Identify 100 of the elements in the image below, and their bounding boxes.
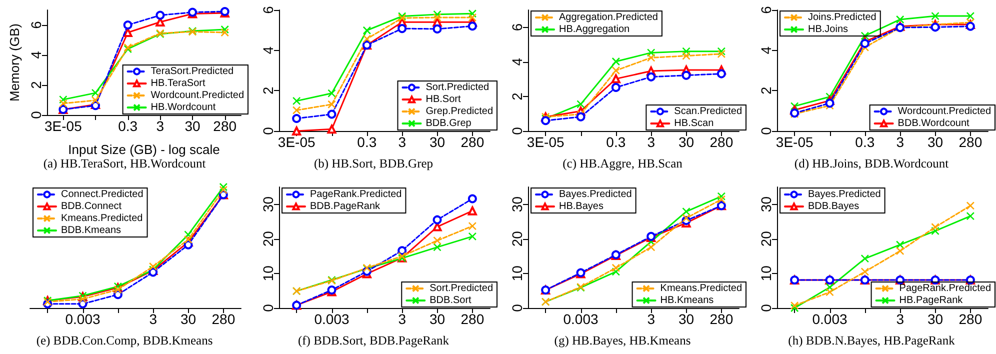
- legend-label: Scan.Predicted: [674, 106, 742, 117]
- x-tick-label: 280: [460, 134, 484, 150]
- legend-label: BDB.PageRank: [310, 201, 382, 212]
- x-tick-label: 30: [927, 311, 944, 327]
- y-axis-title: Memory (GB): [7, 24, 22, 102]
- legend-label: Kmeans.Predicted: [61, 213, 143, 224]
- y-tick-label: 6: [28, 20, 44, 29]
- text: (c) HB.Aggre, HB.Scan: [562, 156, 684, 170]
- y-tick-label: 2: [28, 80, 44, 89]
- y-tick-label: 4: [758, 46, 774, 54]
- legend-label: Sort.Predicted: [430, 283, 494, 294]
- legend-label: HB.Sort: [426, 94, 461, 105]
- y-tick-label: 0: [509, 304, 525, 312]
- y-tick-label: 10: [758, 265, 774, 282]
- x-tick-label: 3E-05: [278, 134, 316, 150]
- x-tick-label: 0.003: [563, 311, 598, 327]
- x-tick-label: 280: [212, 311, 236, 327]
- x-tick-label: 3E-05: [776, 134, 814, 150]
- y-tick-label: 10: [260, 265, 276, 282]
- x-tick-label: 3: [398, 134, 406, 150]
- x-tick-label: 3: [156, 118, 164, 134]
- y-tick-label: 20: [260, 230, 276, 247]
- x-tick-label: 3: [647, 134, 656, 150]
- x-tick-label: 0.003: [314, 311, 350, 327]
- y-tick-label: 0: [758, 304, 774, 312]
- legend-label: HB.Wordcount: [150, 102, 216, 113]
- x-tick-label: 0.003: [65, 311, 100, 327]
- y-tick-label: 0: [260, 126, 276, 135]
- y-tick-label: 30: [758, 196, 774, 212]
- legend-label: HB.Scan: [674, 118, 714, 129]
- x-tick-label: 0.3: [606, 134, 626, 150]
- x-tick-label: 3: [398, 311, 406, 327]
- y-tick-label: 0: [509, 126, 525, 135]
- legend-label: Bayes.Predicted: [559, 189, 632, 200]
- legend-label: Connect.Predicted: [61, 189, 144, 200]
- y-tick-label: 6: [758, 6, 774, 14]
- x-tick-label: 0.3: [118, 118, 138, 134]
- legend-label: TeraSort.Predicted: [150, 66, 234, 77]
- legend-label: Sort.Predicted: [426, 82, 490, 93]
- legend-label: Grep.Predicted: [426, 106, 494, 117]
- y-tick-label: 30: [509, 196, 525, 212]
- y-tick-label: 0: [28, 110, 44, 119]
- y-tick-label: 2: [260, 86, 276, 95]
- legend-label: BDB.Wordcount: [898, 118, 970, 129]
- x-tick-label: 280: [710, 134, 734, 150]
- y-tick-label: 0: [758, 126, 774, 135]
- legend-label: Bayes.Predicted: [808, 189, 881, 200]
- legend-label: BDB.Grep: [426, 118, 472, 129]
- y-tick-label: 4: [28, 50, 44, 59]
- text: (f) BDB.Sort, BDB.PageRank: [298, 334, 450, 348]
- legend-label: Aggregation.Predicted: [559, 12, 658, 23]
- x-tick-label: 280: [213, 118, 237, 134]
- legend-label: BDB.Bayes: [808, 201, 860, 212]
- y-tick-label: 10: [509, 265, 525, 282]
- text: (d) HB.Joins, BDB.Wordcount: [794, 156, 950, 170]
- legend-label: HB.PageRank: [899, 295, 964, 306]
- legend-label: Wordcount.Predicted: [150, 90, 244, 101]
- legend-label: HB.TeraSort: [150, 78, 206, 89]
- x-tick-label: 30: [429, 134, 446, 150]
- text: (b) HB.Sort, BDB.Grep: [314, 156, 434, 170]
- x-tick-label: 280: [958, 134, 982, 150]
- legend-label: Wordcount.Predicted: [898, 106, 992, 117]
- legend-label: HB.Aggregation: [559, 24, 630, 35]
- legend-label: Joins.Predicted: [808, 12, 876, 23]
- y-tick-label: 20: [509, 230, 525, 247]
- x-tick-label: 280: [460, 311, 484, 327]
- x-tick-label: 30: [429, 311, 446, 327]
- y-tick-label: 6: [260, 6, 276, 14]
- y-tick-label: 6: [509, 23, 525, 32]
- y-tick-label: 20: [758, 230, 774, 247]
- x-tick-label: 3: [896, 311, 904, 327]
- text: (e) BDB.Con.Comp, BDB.Kmeans: [36, 334, 213, 348]
- x-tick-label: 30: [678, 134, 694, 150]
- y-tick-label: 4: [260, 46, 276, 54]
- legend-label: HB.Joins: [808, 24, 848, 35]
- legend-label: BDB.Sort: [430, 295, 472, 306]
- x-tick-label: 0.003: [812, 311, 848, 327]
- legend-label: BDB.Kmeans: [61, 225, 122, 236]
- x-tick-label: 0.3: [357, 134, 377, 150]
- y-tick-label: 30: [260, 196, 276, 212]
- text: (g) HB.Bayes, HB.Kmeans: [554, 334, 691, 348]
- y-tick-label: 2: [509, 92, 525, 100]
- x-tick-label: 3: [647, 311, 656, 327]
- legend-label: PageRank.Predicted: [310, 189, 402, 200]
- legend-label: BDB.Connect: [61, 201, 122, 212]
- x-tick-label: 30: [678, 311, 694, 327]
- x-tick-label: 3: [896, 134, 904, 150]
- x-tick-label: 30: [180, 311, 196, 327]
- x-tick-label: 3: [149, 311, 158, 327]
- legend-label: HB.Bayes: [559, 201, 604, 212]
- legend-label: PageRank.Predicted: [899, 283, 992, 294]
- x-tick-label: 30: [184, 118, 200, 134]
- text: (h) BDB.N.Bayes, HB.PageRank: [788, 334, 956, 348]
- x-tick-label: 0.3: [855, 134, 875, 150]
- y-tick-label: 4: [509, 58, 525, 66]
- y-tick-label: 0: [260, 304, 276, 312]
- x-axis-title: Input Size (GB) - log scale: [68, 142, 220, 157]
- y-tick-label: 2: [758, 86, 774, 95]
- text: (a) HB.TeraSort, HB.Wordcount: [43, 156, 206, 170]
- x-tick-label: 3E-05: [44, 118, 82, 134]
